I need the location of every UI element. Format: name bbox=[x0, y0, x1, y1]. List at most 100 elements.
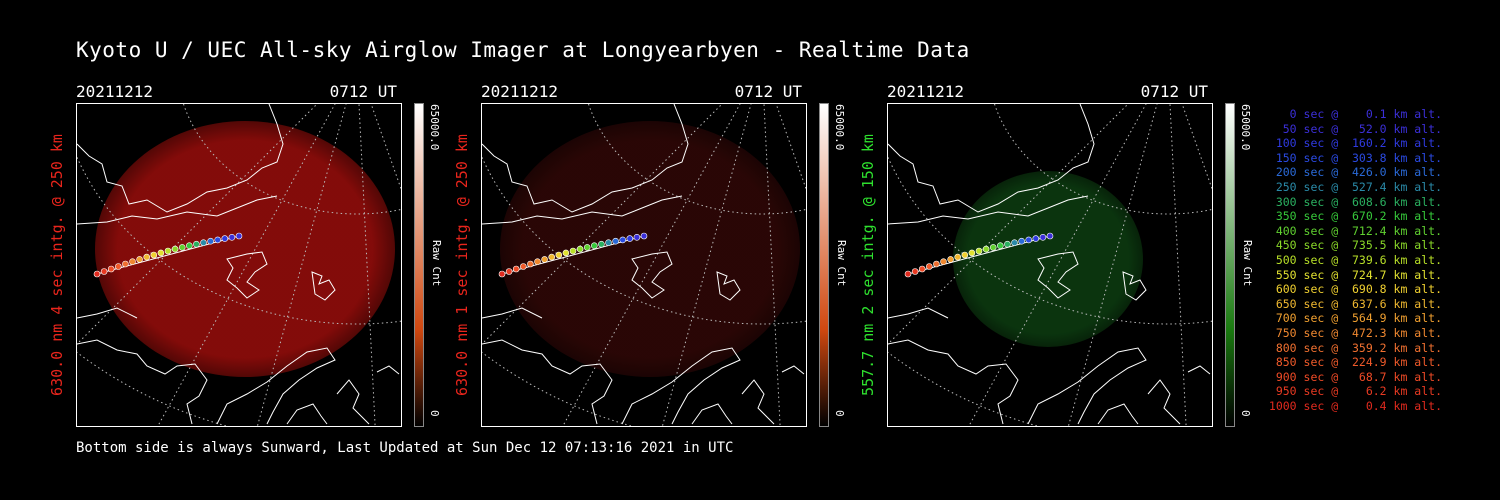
trajectory-point bbox=[975, 247, 983, 255]
colorbar-label: Raw Cnt bbox=[1241, 240, 1254, 287]
lat-lon-grid bbox=[888, 104, 1212, 426]
trajectory-point bbox=[186, 242, 193, 249]
page-title: Kyoto U / UEC All-sky Airglow Imager at … bbox=[76, 38, 970, 62]
legend-entry: 150 sec @ 303.8 km alt. bbox=[1268, 150, 1442, 165]
trajectory-point bbox=[1032, 235, 1040, 242]
trajectory-point bbox=[207, 237, 214, 245]
legend-entry: 350 sec @ 670.2 km alt. bbox=[1268, 209, 1442, 224]
imager-panel-3: 20211212 0712 UT 557.7 nm 2 sec intg. @ … bbox=[859, 80, 1317, 430]
colorbar-min: 0 bbox=[428, 410, 441, 417]
legend-entry: 400 sec @ 712.4 km alt. bbox=[1268, 223, 1442, 238]
trajectory-point bbox=[1025, 236, 1032, 244]
trajectory-point bbox=[562, 249, 570, 257]
trajectory-point bbox=[612, 237, 619, 245]
coastline-outline bbox=[888, 104, 1211, 425]
trajectory-point bbox=[569, 247, 577, 255]
trajectory-point bbox=[954, 253, 961, 261]
trajectory-point bbox=[498, 270, 506, 278]
trajectory-point bbox=[164, 247, 172, 255]
trajectory-point bbox=[1039, 234, 1047, 241]
trajectory-point bbox=[107, 265, 115, 273]
trajectory-point bbox=[534, 258, 541, 265]
panel-date: 20211212 bbox=[76, 82, 154, 101]
legend-entry: 1000 sec @ 0.4 km alt. bbox=[1268, 398, 1442, 413]
colorbar-label: Raw Cnt bbox=[835, 240, 848, 287]
legend-entry: 850 sec @ 224.9 km alt. bbox=[1268, 355, 1442, 370]
legend-entry: 600 sec @ 690.8 km alt. bbox=[1268, 282, 1442, 297]
colorbar-max: 65000.0 bbox=[1239, 104, 1252, 151]
imager-panel-1: 20211212 0712 UT 630.0 nm 4 sec intg. @ … bbox=[48, 80, 506, 430]
legend-entry: 0 sec @ 0.1 km alt. bbox=[1268, 107, 1442, 121]
satellite-trajectory bbox=[498, 232, 648, 278]
trajectory-point bbox=[541, 256, 548, 263]
colorbar-min: 0 bbox=[833, 410, 846, 417]
colorbar-max: 65000.0 bbox=[428, 104, 441, 151]
allsky-image bbox=[887, 103, 1213, 427]
trajectory-point bbox=[904, 270, 912, 278]
trajectory-point bbox=[93, 270, 101, 278]
footer-note: Bottom side is always Sunward, Last Upda… bbox=[76, 440, 734, 456]
trajectory-point bbox=[519, 263, 527, 270]
trajectory-point bbox=[619, 236, 626, 244]
trajectory-point bbox=[997, 242, 1004, 249]
trajectory-point bbox=[235, 232, 243, 240]
legend-entry: 900 sec @ 68.7 km alt. bbox=[1268, 369, 1442, 384]
legend-entry: 450 sec @ 735.5 km alt. bbox=[1268, 238, 1442, 253]
legend-entry: 100 sec @ 160.2 km alt. bbox=[1268, 136, 1442, 151]
coastline-outline bbox=[77, 104, 400, 425]
legend-entry: 700 sec @ 564.9 km alt. bbox=[1268, 311, 1442, 326]
trajectory-point bbox=[1011, 239, 1018, 246]
airglow-disc bbox=[95, 121, 395, 377]
trajectory-point bbox=[178, 244, 186, 251]
trajectory-point bbox=[171, 245, 179, 253]
trajectory-point bbox=[911, 268, 919, 275]
panel-time: 0712 UT bbox=[734, 82, 802, 101]
legend-entry: 300 sec @ 608.6 km alt. bbox=[1268, 194, 1442, 209]
panel-channel-label: 630.0 nm 4 sec intg. @ 250 km bbox=[48, 134, 66, 396]
trajectory-point bbox=[633, 234, 641, 241]
legend-entry: 800 sec @ 359.2 km alt. bbox=[1268, 340, 1442, 355]
trajectory-point bbox=[925, 263, 933, 270]
trajectory-point bbox=[940, 258, 947, 265]
trajectory-point bbox=[982, 245, 990, 253]
legend-entry: 200 sec @ 426.0 km alt. bbox=[1268, 165, 1442, 180]
trajectory-point bbox=[505, 268, 513, 275]
panel-time: 0712 UT bbox=[1140, 82, 1208, 101]
legend-entry: 650 sec @ 637.6 km alt. bbox=[1268, 296, 1442, 311]
trajectory-point bbox=[947, 256, 954, 263]
coastline-outline bbox=[482, 104, 805, 425]
trajectory-point bbox=[605, 239, 612, 246]
colorbar-max: 65000.0 bbox=[833, 104, 846, 151]
satellite-trajectory bbox=[93, 232, 243, 278]
trajectory-point bbox=[555, 251, 563, 259]
colorbar-min: 0 bbox=[1239, 410, 1252, 417]
trajectory-point bbox=[157, 249, 165, 257]
trajectory-point bbox=[583, 244, 591, 251]
trajectory-point bbox=[1018, 237, 1025, 245]
trajectory-point bbox=[114, 263, 122, 270]
panel-time: 0712 UT bbox=[329, 82, 397, 101]
trajectory-point bbox=[933, 260, 940, 268]
legend-entry: 250 sec @ 527.4 km alt. bbox=[1268, 179, 1442, 194]
trajectory-point bbox=[150, 251, 158, 259]
lat-lon-grid bbox=[77, 104, 401, 426]
legend-entry: 950 sec @ 6.2 km alt. bbox=[1268, 384, 1442, 399]
colorbar bbox=[1225, 103, 1235, 427]
imager-panel-2: 20211212 0712 UT 630.0 nm 1 sec intg. @ … bbox=[453, 80, 911, 430]
trajectory-point bbox=[228, 234, 236, 241]
panel-channel-label: 557.7 nm 2 sec intg. @ 150 km bbox=[859, 134, 877, 396]
trajectory-point bbox=[968, 249, 976, 257]
panel-date: 20211212 bbox=[887, 82, 965, 101]
legend-entry: 750 sec @ 472.3 km alt. bbox=[1268, 325, 1442, 340]
trajectory-point bbox=[918, 265, 926, 273]
trajectory-point bbox=[1004, 240, 1011, 248]
trajectory-point bbox=[961, 251, 969, 259]
allsky-image bbox=[76, 103, 402, 427]
colorbar-label: Raw Cnt bbox=[430, 240, 443, 287]
trajectory-point bbox=[129, 258, 136, 265]
trajectory-point bbox=[221, 235, 229, 242]
trajectory-point bbox=[214, 236, 221, 244]
trajectory-point bbox=[591, 242, 598, 249]
airglow-disc bbox=[500, 121, 800, 377]
panel-date: 20211212 bbox=[481, 82, 559, 101]
